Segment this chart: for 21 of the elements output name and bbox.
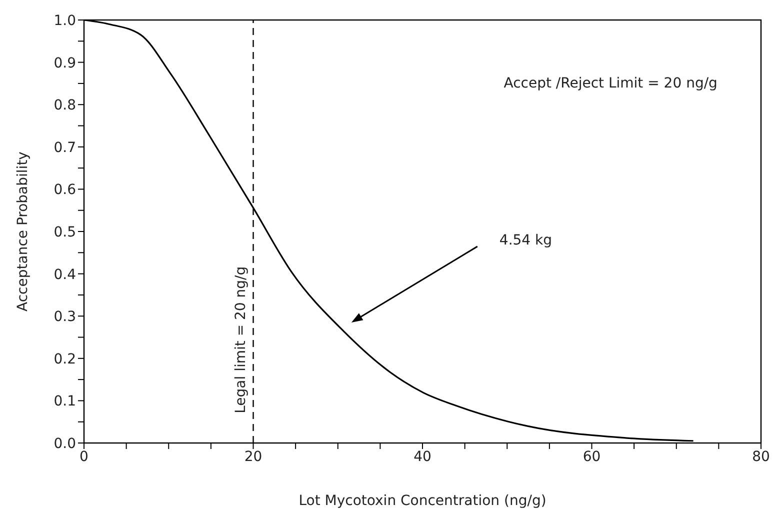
x-tick-label: 80	[752, 448, 770, 465]
x-tick-label: 40	[414, 448, 432, 465]
y-tick-label: 0.6	[54, 182, 76, 198]
y-tick-label: 1.0	[54, 12, 76, 29]
y-tick-label: 0.4	[54, 266, 76, 283]
y-tick-label: 0.5	[54, 224, 76, 240]
x-tick-label: 20	[244, 448, 262, 465]
y-tick-label: 0.7	[54, 140, 76, 156]
y-axis-title: Acceptance Probability	[14, 152, 31, 312]
y-tick-label: 0.8	[54, 98, 76, 114]
ref-line-label: Legal limit = 20 ng/g	[233, 266, 250, 414]
annotation: Accept /Reject Limit = 20 ng/g	[504, 76, 718, 92]
x-tick-label: 0	[80, 448, 88, 465]
y-tick-label: 0.1	[54, 394, 76, 410]
x-axis-title: Lot Mycotoxin Concentration (ng/g)	[298, 493, 546, 509]
y-tick-label: 0.0	[54, 436, 76, 452]
y-tick-label: 0.2	[54, 351, 76, 368]
annotation: 4.54 kg	[499, 232, 552, 248]
y-tick-label: 0.3	[54, 309, 76, 326]
x-tick-label: 60	[582, 448, 601, 465]
y-tick-label: 0.9	[54, 55, 76, 72]
